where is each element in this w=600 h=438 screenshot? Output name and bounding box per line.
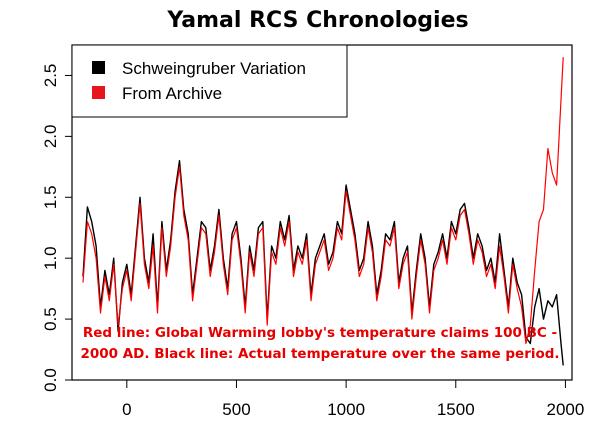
- annotation-line-1: Red line: Global Warming lobby's tempera…: [83, 325, 557, 341]
- x-tick-label: 500: [222, 400, 250, 419]
- x-tick-label: 2000: [547, 400, 585, 419]
- y-tick-label: 0.5: [41, 307, 60, 331]
- series-lines: [82, 57, 564, 366]
- series-line-archive: [82, 57, 564, 345]
- legend-box: [71, 44, 348, 118]
- y-tick-label: 2.5: [41, 64, 60, 88]
- legend-swatch-schweingruber: [92, 61, 105, 74]
- chart-title: Yamal RCS Chronologies: [166, 8, 468, 33]
- x-axis: 0 500 1000 1500 2000: [122, 380, 584, 419]
- legend: Schweingruber Variation From Archive: [71, 44, 348, 118]
- annotation-line-2: 2000 AD. Black line: Actual temperature …: [80, 346, 559, 362]
- legend-label-schweingruber: Schweingruber Variation: [122, 59, 306, 78]
- legend-swatch-archive: [92, 86, 105, 99]
- y-tick-label: 1.5: [41, 185, 60, 209]
- legend-label-archive: From Archive: [122, 84, 222, 103]
- x-tick-label: 1000: [327, 400, 365, 419]
- annotation: Red line: Global Warming lobby's tempera…: [80, 325, 559, 362]
- y-tick-label: 1.0: [41, 246, 60, 270]
- y-tick-label: 2.0: [41, 125, 60, 149]
- x-tick-label: 0: [122, 400, 131, 419]
- y-axis: 0.0 0.5 1.0 1.5 2.0 2.5: [41, 64, 72, 392]
- y-tick-label: 0.0: [41, 368, 60, 392]
- x-tick-label: 1500: [437, 400, 475, 419]
